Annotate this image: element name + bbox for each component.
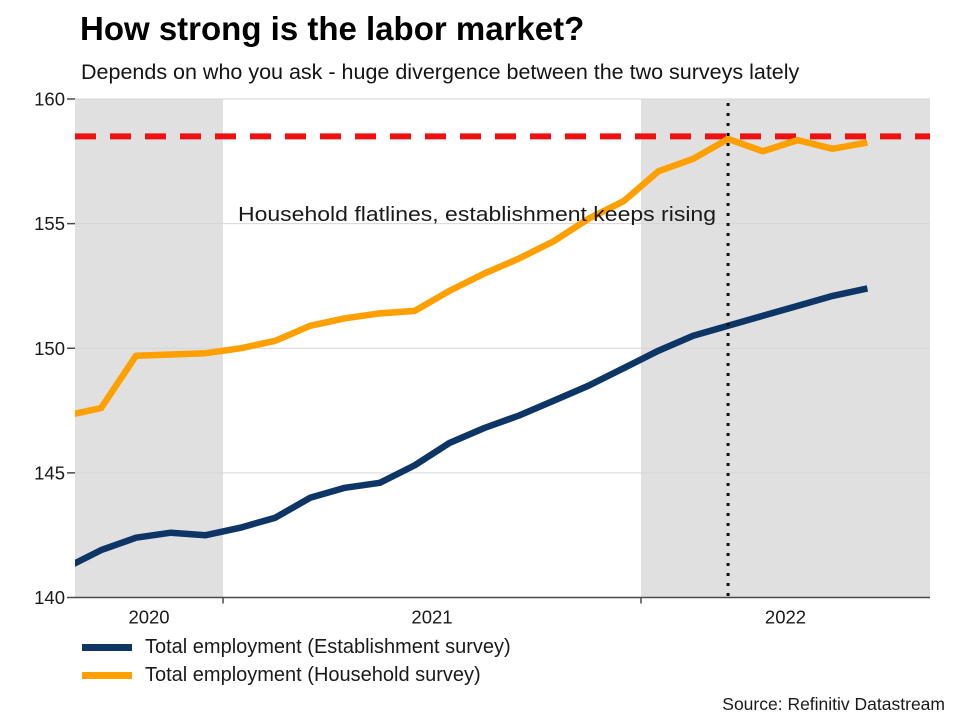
- x-year-label-2021: 2021: [411, 607, 452, 628]
- establishment-series-line: [75, 285, 869, 567]
- y-tick-label-155: 155: [34, 213, 65, 234]
- y-tick-label-140: 140: [34, 587, 65, 608]
- household-line-swatch: [82, 671, 132, 679]
- legend-item-establishment: Total employment (Establishment survey): [82, 633, 511, 661]
- chart-title: How strong is the labor market?: [80, 10, 585, 47]
- establishment-line-swatch: [82, 643, 132, 651]
- chart-legend: Total employment (Establishment survey) …: [82, 633, 511, 689]
- chart-subtitle: Depends on who you ask - huge divergence…: [81, 60, 800, 84]
- series-group: [75, 135, 869, 567]
- annotation-text: Household flatlines, establishment keeps…: [238, 204, 716, 226]
- y-tick-label-160: 160: [34, 89, 65, 110]
- y-tick-label-150: 150: [34, 338, 65, 359]
- x-year-label-2022: 2022: [765, 607, 806, 628]
- household-series-line: [75, 135, 868, 417]
- household-legend-label: Total employment (Household survey): [145, 663, 481, 686]
- x-year-label-2020: 2020: [128, 607, 169, 628]
- source-credit: Source: Refinitiv Datastream: [722, 694, 945, 714]
- y-tick-label-145: 145: [34, 462, 65, 483]
- legend-item-household: Total employment (Household survey): [82, 661, 511, 689]
- establishment-legend-label: Total employment (Establishment survey): [145, 635, 511, 658]
